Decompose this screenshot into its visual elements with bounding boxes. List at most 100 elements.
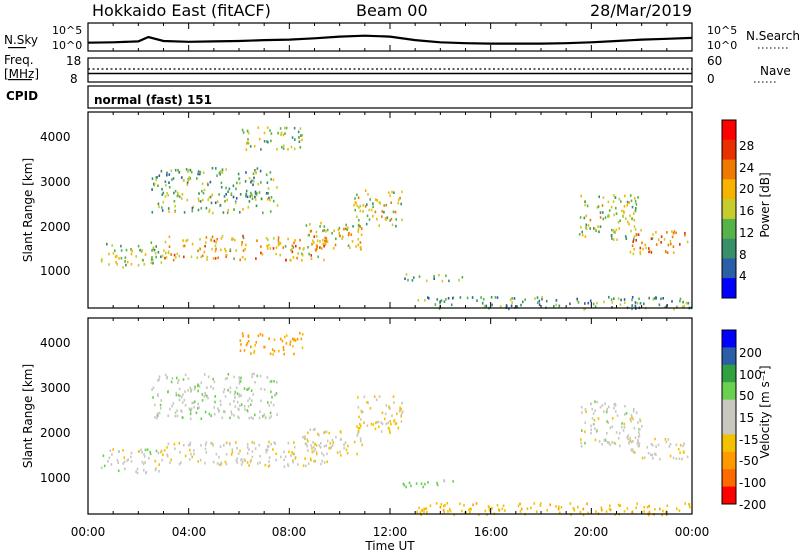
data-cell — [254, 413, 256, 417]
data-cell — [577, 505, 579, 509]
data-cell — [611, 228, 613, 232]
colorbar-segment — [722, 451, 736, 470]
data-cell — [436, 481, 438, 485]
data-cell — [154, 459, 157, 463]
data-cell — [470, 507, 472, 511]
data-cell — [545, 299, 548, 303]
data-cell — [239, 339, 242, 342]
data-cell — [650, 442, 653, 446]
data-cell — [197, 249, 199, 253]
data-cell — [177, 379, 180, 382]
data-cell — [594, 305, 597, 308]
xtick-1200: 12:00 — [373, 525, 408, 539]
data-cell — [161, 209, 164, 212]
data-cell — [372, 214, 374, 218]
data-cell — [265, 192, 268, 195]
data-cell — [403, 483, 406, 487]
data-cell — [183, 443, 185, 447]
data-cell — [651, 237, 654, 240]
data-cell — [601, 442, 603, 446]
data-cell — [166, 454, 169, 458]
data-cell — [137, 264, 140, 267]
data-cell — [399, 196, 401, 200]
data-cell — [299, 127, 302, 130]
data-cell — [361, 443, 363, 447]
data-cell — [130, 451, 133, 455]
data-cell — [193, 452, 195, 456]
data-cell — [358, 206, 360, 209]
data-cell — [395, 224, 397, 228]
data-cell — [225, 253, 227, 257]
data-cell — [175, 391, 178, 395]
data-cell — [174, 204, 176, 208]
data-cell — [622, 214, 624, 218]
data-cell — [443, 511, 446, 514]
data-cell — [353, 440, 356, 444]
data-cell — [174, 189, 177, 193]
data-cell — [246, 461, 249, 464]
data-cell — [252, 183, 254, 187]
data-cell — [241, 241, 243, 244]
data-cell — [488, 509, 491, 512]
data-cell — [248, 200, 251, 203]
data-cell — [169, 407, 171, 411]
data-cell — [239, 349, 242, 352]
data-cell — [339, 430, 342, 433]
data-cell — [152, 246, 155, 249]
data-cell — [264, 415, 267, 419]
data-cell — [679, 443, 682, 447]
data-cell — [314, 442, 316, 446]
data-cell — [164, 373, 167, 377]
data-cell — [248, 416, 251, 420]
data-cell — [198, 192, 200, 195]
data-cell — [347, 226, 349, 230]
data-cell — [347, 444, 349, 448]
data-cell — [494, 296, 497, 299]
data-cell — [632, 410, 635, 413]
data-cell — [143, 453, 145, 456]
data-cell — [526, 507, 529, 510]
data-cell — [392, 210, 395, 214]
data-cell — [291, 244, 294, 248]
data-cell — [177, 381, 179, 385]
data-cell — [204, 244, 206, 248]
data-cell — [168, 173, 171, 176]
data-cell — [636, 302, 639, 305]
data-cell — [280, 455, 282, 459]
nsky-label: N.Sky — [4, 33, 38, 47]
data-cell — [375, 398, 378, 402]
data-cell — [541, 296, 543, 299]
data-cell — [116, 262, 118, 266]
data-cell — [452, 296, 454, 300]
data-cell — [488, 506, 490, 509]
nsky-legend-line — [8, 47, 26, 49]
data-cell — [534, 297, 536, 300]
data-cell — [603, 300, 605, 304]
data-cell — [669, 454, 672, 458]
data-cell — [228, 441, 231, 445]
data-cell — [499, 305, 502, 308]
data-cell — [631, 304, 634, 307]
data-cell — [665, 250, 667, 253]
data-cell — [597, 417, 600, 420]
data-cell — [667, 243, 670, 247]
data-cell — [580, 405, 583, 409]
data-cell — [151, 249, 153, 252]
data-cell — [219, 445, 222, 448]
data-cell — [274, 442, 277, 445]
data-cell — [650, 237, 653, 241]
data-cell — [130, 455, 132, 459]
data-cell — [246, 195, 249, 199]
data-cell — [360, 233, 363, 237]
data-cell — [683, 304, 686, 308]
data-cell — [197, 402, 199, 406]
data-cell — [209, 180, 212, 184]
vel-cb-tick-50: 50 — [739, 389, 754, 403]
data-cell — [319, 240, 321, 243]
data-cell — [603, 439, 605, 442]
data-cell — [304, 457, 306, 460]
data-cell — [241, 255, 244, 259]
data-cell — [459, 502, 461, 506]
data-cell — [177, 168, 179, 172]
data-cell — [160, 261, 163, 264]
